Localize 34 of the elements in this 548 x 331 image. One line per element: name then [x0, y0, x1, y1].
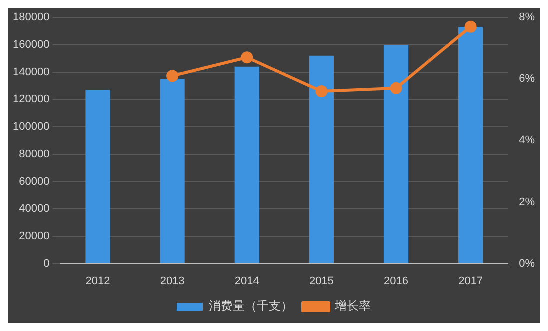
point	[166, 70, 179, 82]
y-tick-label: 160000	[12, 38, 50, 51]
x-tick-label: 2016	[384, 275, 408, 288]
bar	[309, 56, 334, 264]
y2-tick-label: 4%	[519, 134, 536, 147]
bar	[86, 90, 110, 264]
bar	[458, 27, 484, 264]
x-tick-label: 2012	[86, 275, 110, 288]
point	[241, 52, 254, 64]
y-tick-label: 20000	[19, 230, 50, 242]
bar	[234, 66, 260, 264]
x-tick-label: 2014	[234, 275, 260, 288]
x-tick-label: 2017	[458, 275, 484, 288]
point	[316, 85, 328, 98]
y-tick-label: 120000	[12, 94, 50, 106]
y2-tick-label: 8%	[519, 12, 536, 24]
y-tick-label: 180000	[12, 12, 50, 24]
point	[464, 20, 477, 33]
y-tick-label: 80000	[19, 148, 50, 160]
legend-label: 消费量（千支）	[209, 299, 293, 314]
x-tick-label: 2015	[309, 275, 334, 288]
bar	[160, 79, 185, 264]
point	[390, 82, 402, 94]
legend-label: 增长率	[334, 299, 371, 314]
y-tick-label: 60000	[19, 176, 50, 188]
y-tick-label: 100000	[12, 121, 50, 134]
y-tick-label: 0	[44, 258, 50, 270]
y-tick-label: 140000	[12, 66, 50, 78]
y2-tick-label: 6%	[519, 73, 536, 86]
x-tick-label: 2013	[160, 275, 185, 288]
y2-tick-label: 0%	[519, 258, 536, 270]
y2-tick-label: 2%	[519, 196, 536, 208]
bar	[384, 44, 409, 264]
y-tick-label: 40000	[19, 203, 50, 216]
